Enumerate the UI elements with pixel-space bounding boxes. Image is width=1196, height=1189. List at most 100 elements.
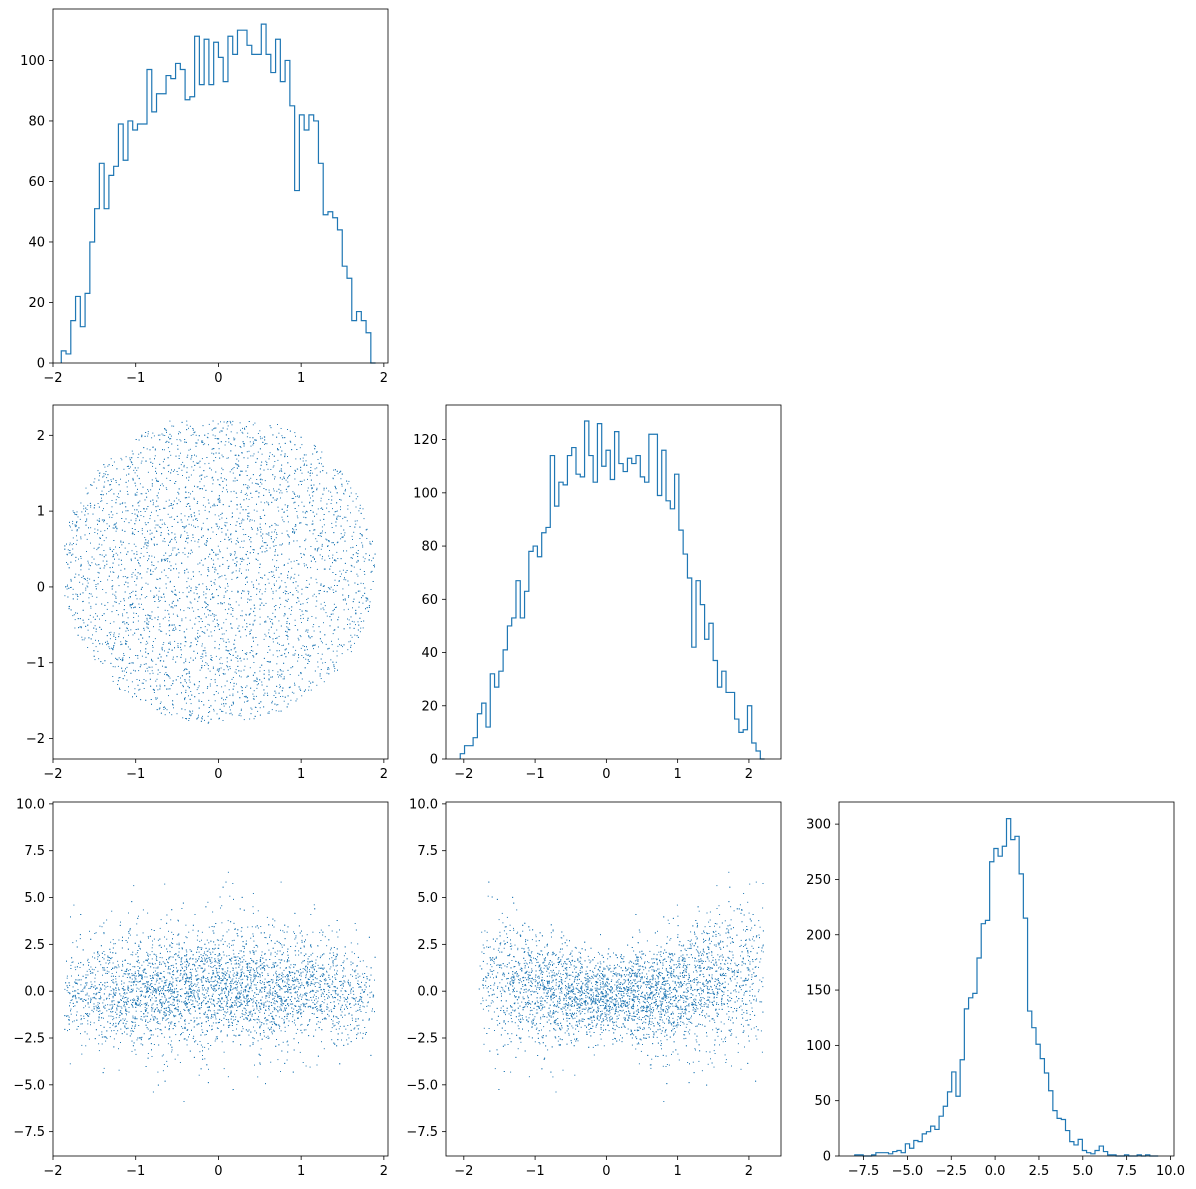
scatter-point	[269, 526, 271, 528]
scatter-point	[230, 712, 232, 714]
scatter-point	[235, 634, 237, 636]
scatter-point	[213, 582, 215, 584]
scatter-point	[131, 462, 133, 464]
scatter-point	[229, 598, 231, 600]
scatter-point	[245, 569, 247, 571]
scatter-point	[121, 563, 123, 565]
scatter-point	[147, 642, 149, 644]
scatter-point	[173, 518, 175, 520]
scatter-point	[82, 583, 84, 585]
scatter-point	[230, 538, 232, 540]
scatter-point	[316, 474, 318, 476]
scatter-point	[121, 544, 123, 546]
scatter-point	[212, 613, 214, 615]
scatter-point	[210, 610, 212, 612]
scatter-point	[343, 644, 345, 646]
scatter-point	[180, 649, 182, 651]
scatter-point	[218, 624, 220, 626]
scatter-point	[159, 509, 161, 510]
scatter-point	[328, 490, 330, 492]
scatter-point	[270, 536, 272, 538]
scatter-point	[274, 529, 276, 531]
scatter-point	[297, 517, 299, 519]
scatter-point	[190, 642, 192, 644]
scatter-point	[216, 669, 218, 671]
scatter-point	[188, 516, 190, 518]
scatter-point	[239, 713, 241, 715]
scatter-point	[201, 621, 203, 622]
scatter-point	[71, 554, 73, 556]
scatter-point	[289, 592, 291, 593]
scatter-point	[239, 675, 240, 677]
scatter-point	[258, 496, 260, 498]
scatter-point	[243, 519, 245, 521]
scatter-point	[273, 545, 275, 547]
scatter-point	[236, 508, 238, 510]
scatter-point	[168, 544, 169, 546]
scatter-point	[101, 603, 103, 605]
scatter-point	[225, 630, 227, 632]
scatter-point	[136, 491, 138, 493]
scatter-point	[197, 652, 198, 654]
scatter-point	[157, 657, 159, 659]
scatter-point	[151, 670, 153, 672]
scatter-point	[351, 636, 353, 638]
scatter-point	[343, 529, 345, 531]
scatter-point	[335, 574, 337, 575]
scatter-point	[336, 585, 338, 586]
scatter-point	[101, 500, 103, 502]
scatter-point	[232, 480, 234, 482]
scatter-point	[350, 651, 352, 653]
scatter-point	[174, 539, 176, 541]
scatter-point	[248, 450, 250, 452]
scatter-point	[151, 703, 152, 705]
scatter-point	[273, 577, 275, 578]
scatter-point	[229, 694, 231, 696]
scatter-point	[178, 499, 180, 501]
scatter-point	[184, 570, 186, 572]
scatter-point	[250, 445, 252, 447]
scatter-point	[123, 637, 124, 639]
scatter-point	[250, 492, 252, 494]
scatter-point	[208, 635, 210, 637]
scatter-point	[194, 598, 196, 600]
scatter-point	[374, 553, 376, 555]
scatter-point	[255, 461, 257, 463]
scatter-point	[286, 591, 288, 592]
scatter-point	[160, 484, 161, 486]
scatter-point	[194, 431, 196, 433]
scatter-point	[352, 557, 353, 559]
scatter-point	[260, 598, 262, 600]
scatter-point	[127, 551, 129, 553]
scatter-point	[264, 439, 266, 441]
scatter-point	[159, 626, 161, 628]
scatter-point	[182, 526, 184, 527]
scatter-point	[105, 592, 107, 594]
scatter-point	[167, 674, 168, 676]
scatter-point	[316, 489, 318, 491]
scatter-point	[297, 563, 299, 565]
scatter-point	[99, 567, 101, 569]
scatter-point	[291, 498, 293, 499]
scatter-point	[249, 562, 250, 564]
scatter-point	[175, 661, 177, 663]
scatter-point	[180, 535, 182, 537]
scatter-point	[301, 610, 303, 612]
scatter-point	[310, 463, 312, 465]
scatter-point	[245, 635, 247, 637]
scatter-point	[160, 701, 162, 703]
scatter-point	[325, 538, 327, 540]
scatter-point	[331, 644, 333, 646]
scatter-point	[268, 491, 270, 493]
scatter-point	[330, 619, 332, 621]
scatter-point	[217, 603, 219, 605]
scatter-point	[292, 528, 294, 530]
scatter-point	[348, 584, 350, 586]
scatter-point	[248, 486, 250, 488]
scatter-point	[98, 658, 100, 660]
scatter-point	[357, 636, 359, 638]
scatter-point	[89, 578, 91, 580]
scatter-point	[137, 655, 139, 657]
scatter-point	[204, 558, 206, 560]
